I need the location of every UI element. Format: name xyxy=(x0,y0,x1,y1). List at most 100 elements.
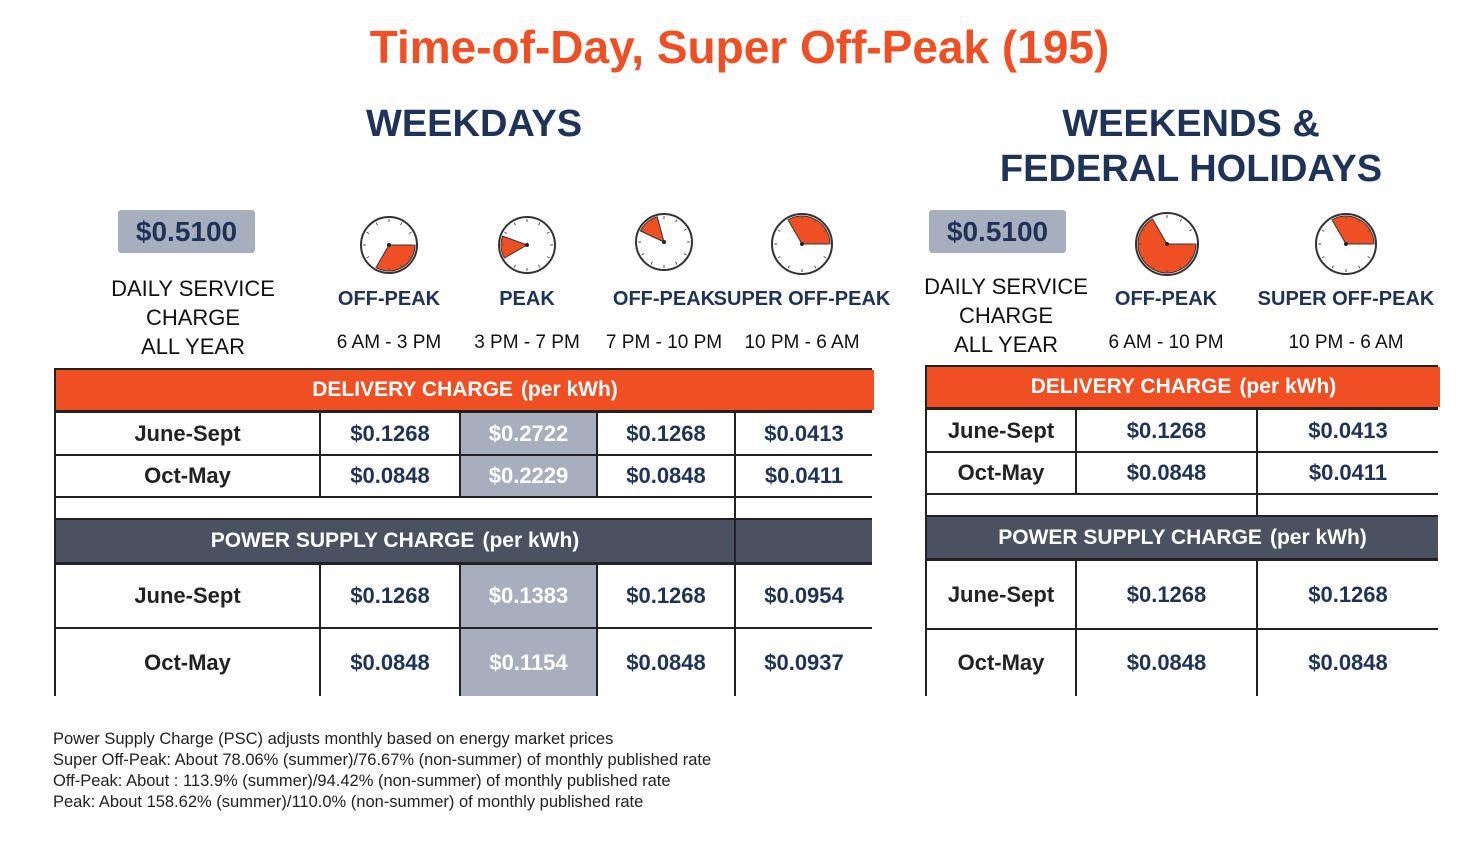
clock-part xyxy=(1367,229,1371,232)
period-hours: 6 AM - 10 PM xyxy=(1108,332,1224,353)
clock-part xyxy=(787,215,831,245)
clock-part xyxy=(1321,256,1325,259)
clock-part xyxy=(1358,219,1361,223)
clock-part xyxy=(641,228,645,231)
rate-cell: $0.0848 xyxy=(1077,630,1256,696)
blank-cell xyxy=(927,495,1256,515)
clock-part xyxy=(1165,242,1169,246)
rate-cell: $0.1268 xyxy=(598,565,734,627)
clock-part xyxy=(777,256,781,259)
clock-part xyxy=(538,222,541,226)
clock-part xyxy=(675,261,678,265)
clock-part xyxy=(823,256,827,259)
period-name: SUPER OFF-PEAK xyxy=(713,288,891,310)
section-unit: (per kWh) xyxy=(1269,525,1367,549)
period-name: OFF-PEAK xyxy=(1114,288,1218,310)
clock-part xyxy=(814,265,817,269)
clock-part xyxy=(1189,229,1193,232)
season-cell: June-Sept xyxy=(56,565,319,627)
rate-cell: $0.1154 xyxy=(461,629,596,696)
rate-cell: $0.0848 xyxy=(321,456,459,496)
period-name: SUPER OFF-PEAK xyxy=(1257,288,1435,310)
clock-part xyxy=(662,240,666,244)
clock-part xyxy=(546,256,550,259)
period-name: OFF-PEAK xyxy=(337,288,441,310)
clock-part xyxy=(375,264,378,268)
delivery-header: DELIVERY CHARGE (per kWh) xyxy=(927,367,1440,407)
clock-part xyxy=(1331,265,1334,269)
blank-cell xyxy=(56,498,734,518)
clock-part xyxy=(787,219,790,223)
rate-cell: $0.0937 xyxy=(736,629,872,696)
clock-part xyxy=(1179,218,1182,222)
rate-cell: $0.1268 xyxy=(321,413,459,454)
service-label: CHARGE xyxy=(145,305,241,330)
rate-cell: $0.0848 xyxy=(321,629,459,696)
clock-part xyxy=(1141,256,1145,259)
clock-part xyxy=(513,222,516,226)
season-cell: Oct-May xyxy=(56,629,319,696)
blank-cell xyxy=(1258,495,1438,515)
clock-part xyxy=(800,242,804,246)
rate-cell: $0.0413 xyxy=(1258,410,1438,451)
weekends-heading: FEDERAL HOLIDAYS xyxy=(999,148,1383,190)
clock-part xyxy=(1331,215,1375,245)
clock-part xyxy=(787,265,790,269)
rate-cell: $0.2722 xyxy=(461,413,596,454)
weekdays-heading: WEEKDAYS xyxy=(365,103,583,145)
service-label: DAILY SERVICE xyxy=(924,274,1088,299)
service-label: ALL YEAR xyxy=(141,334,245,359)
clock-part xyxy=(400,264,403,268)
clock-part xyxy=(777,229,781,232)
section-unit: (per kWh) xyxy=(520,378,618,401)
note: Off-Peak: About : 113.9% (summer)/94.42%… xyxy=(53,772,671,790)
rate-cell: $0.1268 xyxy=(321,565,459,627)
rate-cell: $0.0848 xyxy=(1258,630,1438,696)
clock-part xyxy=(641,253,645,256)
delivery-header: DELIVERY CHARGE (per kWh) xyxy=(56,370,874,410)
clock-part xyxy=(683,228,687,231)
period-name: OFF-PEAK xyxy=(612,288,716,310)
season-cell: June-Sept xyxy=(927,410,1075,451)
note: Peak: About 158.62% (summer)/110.0% (non… xyxy=(53,793,644,811)
section-unit: (per kWh) xyxy=(482,529,580,552)
note: Super Off-Peak: About 78.06% (summer)/76… xyxy=(53,751,712,769)
clock-part xyxy=(366,231,370,234)
rate-cell: $0.0848 xyxy=(598,456,734,496)
section-unit: (per kWh) xyxy=(1239,375,1337,398)
clock-part xyxy=(1141,229,1145,232)
title: Time-of-Day, Super Off-Peak (195) xyxy=(369,21,1110,73)
clock-part xyxy=(814,219,817,223)
clock-part xyxy=(1367,256,1371,259)
clock-part xyxy=(650,261,653,265)
clock-part xyxy=(675,219,678,223)
clock-part xyxy=(1189,256,1193,259)
clock-part xyxy=(408,256,412,259)
clock-part xyxy=(650,219,653,223)
blank-cell xyxy=(736,498,872,518)
rate-cell: $0.1268 xyxy=(1077,561,1256,628)
clock-part xyxy=(1344,242,1348,246)
header-filler xyxy=(736,520,872,562)
rate-cell: $0.1268 xyxy=(1258,561,1438,628)
section-heading: DELIVERY CHARGE xyxy=(1030,375,1232,398)
rate-cell: $0.0411 xyxy=(1258,453,1438,493)
clock-part xyxy=(1358,265,1361,269)
clock-part xyxy=(639,216,665,243)
clock-part xyxy=(400,222,403,226)
section-heading: DELIVERY CHARGE xyxy=(312,378,513,401)
clock-part xyxy=(1321,229,1325,232)
weekends-heading: WEEKENDS & xyxy=(1062,103,1320,145)
service-label: CHARGE xyxy=(958,303,1054,328)
service-charge-badge: $0.5100 xyxy=(929,210,1066,253)
clock-part xyxy=(513,264,516,268)
clock-part xyxy=(387,243,391,247)
clock-part xyxy=(1152,218,1155,222)
note: Power Supply Charge (PSC) adjusts monthl… xyxy=(53,730,614,748)
clock-part xyxy=(366,256,370,259)
season-cell: June-Sept xyxy=(56,413,319,454)
rate-table: DELIVERY CHARGE (per kWh) June-Sept $0.1268… xyxy=(925,365,1440,696)
rate-cell: $0.0411 xyxy=(736,456,872,496)
